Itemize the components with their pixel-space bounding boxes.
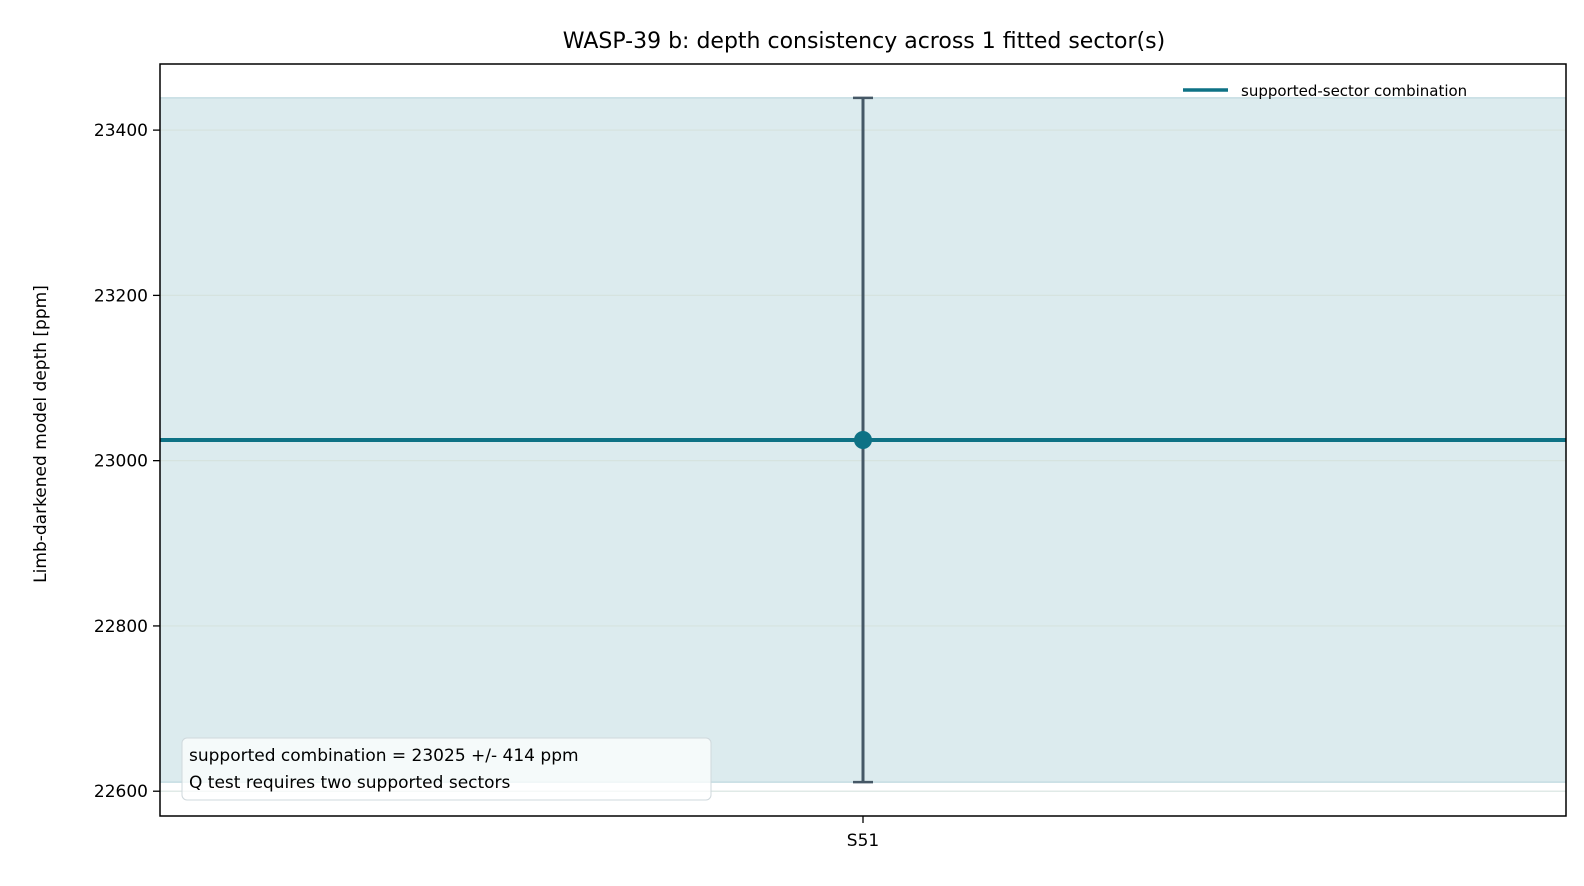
annotation-box: supported combination = 23025 +/- 414 pp… [181, 737, 712, 801]
legend-label: supported-sector combination [1241, 82, 1467, 100]
data-point [854, 431, 872, 449]
legend: supported-sector combination [1183, 82, 1467, 100]
y-tick-label: 23200 [94, 286, 148, 306]
y-tick-label: 23400 [94, 121, 148, 141]
annotation-line-1: supported combination = 23025 +/- 414 pp… [189, 746, 579, 766]
y-tick-label: 22800 [94, 617, 148, 637]
annotation-background [181, 737, 712, 801]
y-tick-label: 23000 [94, 452, 148, 472]
y-axis-label: Limb-darkened model depth [ppm] [31, 285, 51, 583]
y-tick-label: 22600 [94, 782, 148, 802]
annotation-line-2: Q test requires two supported sectors [189, 773, 511, 793]
plot-area: 22600 22800 23000 23200 23400 S51 [94, 63, 1567, 851]
plot-frame [159, 63, 1567, 817]
chart-title: WASP-39 b: depth consistency across 1 fi… [563, 29, 1165, 54]
x-tick-label: S51 [847, 831, 879, 851]
